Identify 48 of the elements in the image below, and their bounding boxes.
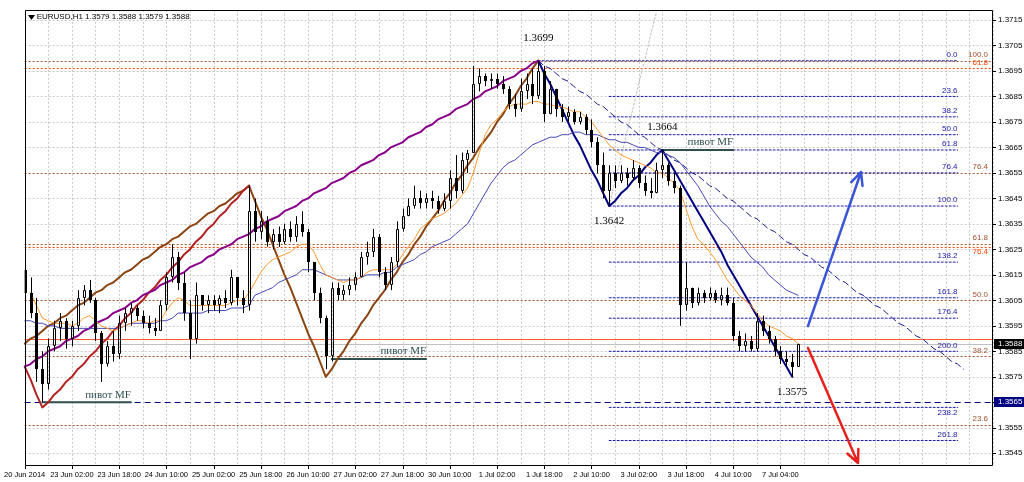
series-label: пивот MF [687, 135, 734, 148]
annotation: 1.3642 [594, 214, 625, 227]
annotation: 23.6 [972, 414, 989, 424]
series-label: 23.6 [942, 85, 959, 95]
y-tick-label: 1.3635 [998, 219, 1024, 229]
annotation: 38.2 [972, 345, 989, 355]
y-tick-label: 1.3705 [998, 40, 1024, 50]
y-tick-label: 1.3665 [998, 142, 1024, 152]
y-tick-label: 1.3675 [998, 117, 1024, 127]
annotation: 1.3575 [777, 385, 808, 398]
annotation: 1.3699 [523, 31, 554, 44]
y-tick-label: 1.3575 [998, 372, 1024, 381]
annotation: 50.0 [972, 289, 989, 299]
series-label: пивот MF [85, 387, 131, 400]
annotation: 100.0 [967, 49, 989, 59]
y-tick-label: 1.3695 [998, 66, 1024, 76]
y-tick-label: 1.3655 [998, 168, 1024, 178]
series-label: 50.0 [942, 123, 959, 133]
series-label: 76.4 [942, 162, 959, 172]
y-tick-label: 1.3545 [998, 448, 1024, 458]
series-label: 138.2 [937, 251, 959, 261]
y-tick-label: 1.3595 [998, 321, 1024, 331]
series-label: 0.0 [946, 49, 959, 59]
annotation: 61.8 [972, 233, 989, 243]
series-label: 261.8 [937, 429, 959, 439]
series-label: пивот MF [380, 344, 427, 357]
annotation: 61.8 [972, 57, 989, 67]
series-label: 238.2 [937, 407, 959, 417]
ref-line-label: 1.3565 [998, 397, 1024, 407]
series-label: 161.8 [937, 287, 959, 296]
ref-line-label: 1.3588 [998, 338, 1024, 348]
annotation: 1.3664 [647, 120, 678, 133]
series-label: 176.4 [937, 307, 959, 317]
chart-title: EURUSD,H1 1.3579 1.3588 1.3579 1.3588 [36, 12, 191, 21]
series-label: 61.8 [942, 139, 959, 149]
y-tick-label: 1.3605 [998, 295, 1024, 305]
y-tick-label: 1.3685 [998, 91, 1024, 101]
y-tick-label: 1.3555 [998, 422, 1024, 432]
series-label: 200.0 [937, 340, 959, 350]
annotation: 76.4 [972, 162, 989, 172]
y-tick-label: 1.3715 [998, 15, 1024, 25]
annotation: 76.4 [972, 247, 989, 257]
y-tick-label: 1.3615 [998, 270, 1024, 280]
series-label: 100.0 [937, 195, 959, 205]
series-label: 38.2 [942, 106, 959, 116]
y-tick-label: 1.3645 [998, 193, 1024, 203]
y-tick-label: 1.3625 [998, 244, 1024, 254]
y-tick-label: 1.3585 [998, 346, 1024, 356]
